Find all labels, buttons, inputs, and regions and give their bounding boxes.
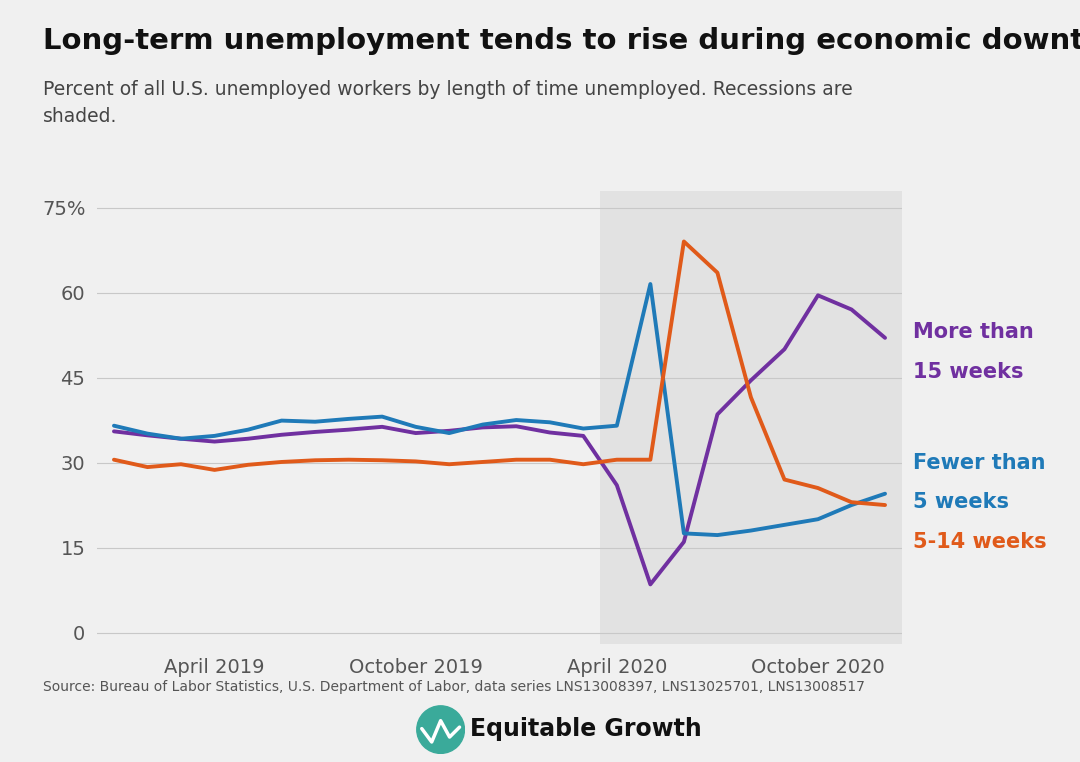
Circle shape: [417, 706, 464, 754]
Text: More than: More than: [913, 322, 1034, 342]
Text: 5-14 weeks: 5-14 weeks: [913, 532, 1047, 552]
Text: Fewer than: Fewer than: [913, 453, 1045, 472]
Text: Equitable Growth: Equitable Growth: [470, 717, 702, 741]
Text: 15 weeks: 15 weeks: [913, 362, 1023, 382]
Text: Source: Bureau of Labor Statistics, U.S. Department of Labor, data series LNS130: Source: Bureau of Labor Statistics, U.S.…: [43, 680, 865, 694]
Text: Long-term unemployment tends to rise during economic downturns: Long-term unemployment tends to rise dur…: [43, 27, 1080, 55]
Text: Percent of all U.S. unemployed workers by length of time unemployed. Recessions : Percent of all U.S. unemployed workers b…: [43, 80, 853, 126]
Text: 5 weeks: 5 weeks: [913, 492, 1009, 512]
Bar: [600, 190, 902, 644]
